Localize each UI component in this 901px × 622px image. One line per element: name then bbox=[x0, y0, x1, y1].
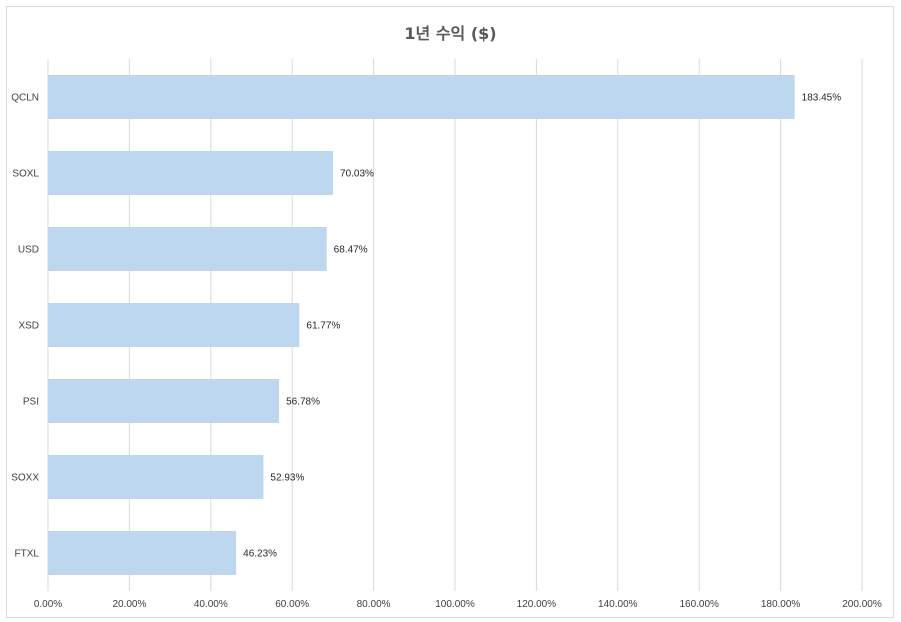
y-category-label: PSI bbox=[23, 397, 39, 408]
bar bbox=[48, 455, 264, 499]
bar bbox=[48, 379, 280, 423]
x-tick-label: 120.00% bbox=[517, 599, 557, 610]
data-label: 46.23% bbox=[243, 549, 277, 560]
data-label: 68.47% bbox=[334, 245, 368, 256]
x-tick-label: 200.00% bbox=[842, 599, 882, 610]
x-tick-label: 20.00% bbox=[112, 599, 146, 610]
x-tick-label: 160.00% bbox=[679, 599, 719, 610]
data-label: 183.45% bbox=[802, 93, 842, 104]
data-label: 70.03% bbox=[340, 169, 374, 180]
bar bbox=[48, 151, 334, 195]
data-label: 56.78% bbox=[286, 397, 320, 408]
x-tick-label: 80.00% bbox=[357, 599, 391, 610]
y-category-label: FTXL bbox=[15, 549, 40, 560]
x-tick-label: 60.00% bbox=[275, 599, 309, 610]
x-tick-label: 40.00% bbox=[194, 599, 228, 610]
x-tick-label: 140.00% bbox=[598, 599, 638, 610]
y-category-label: QCLN bbox=[11, 93, 39, 104]
y-category-label: USD bbox=[18, 245, 39, 256]
chart-title: 1년 수익 ($) bbox=[404, 24, 497, 43]
bar bbox=[48, 531, 237, 575]
y-category-label: XSD bbox=[18, 321, 39, 332]
y-category-label: SOXL bbox=[12, 169, 39, 180]
bar bbox=[48, 227, 327, 271]
bar bbox=[48, 303, 300, 347]
x-tick-label: 180.00% bbox=[761, 599, 801, 610]
y-category-label: SOXX bbox=[11, 473, 39, 484]
x-tick-label: 0.00% bbox=[34, 599, 62, 610]
x-tick-label: 100.00% bbox=[435, 599, 475, 610]
bar bbox=[48, 75, 795, 119]
data-label: 52.93% bbox=[270, 473, 304, 484]
data-label: 61.77% bbox=[306, 321, 340, 332]
